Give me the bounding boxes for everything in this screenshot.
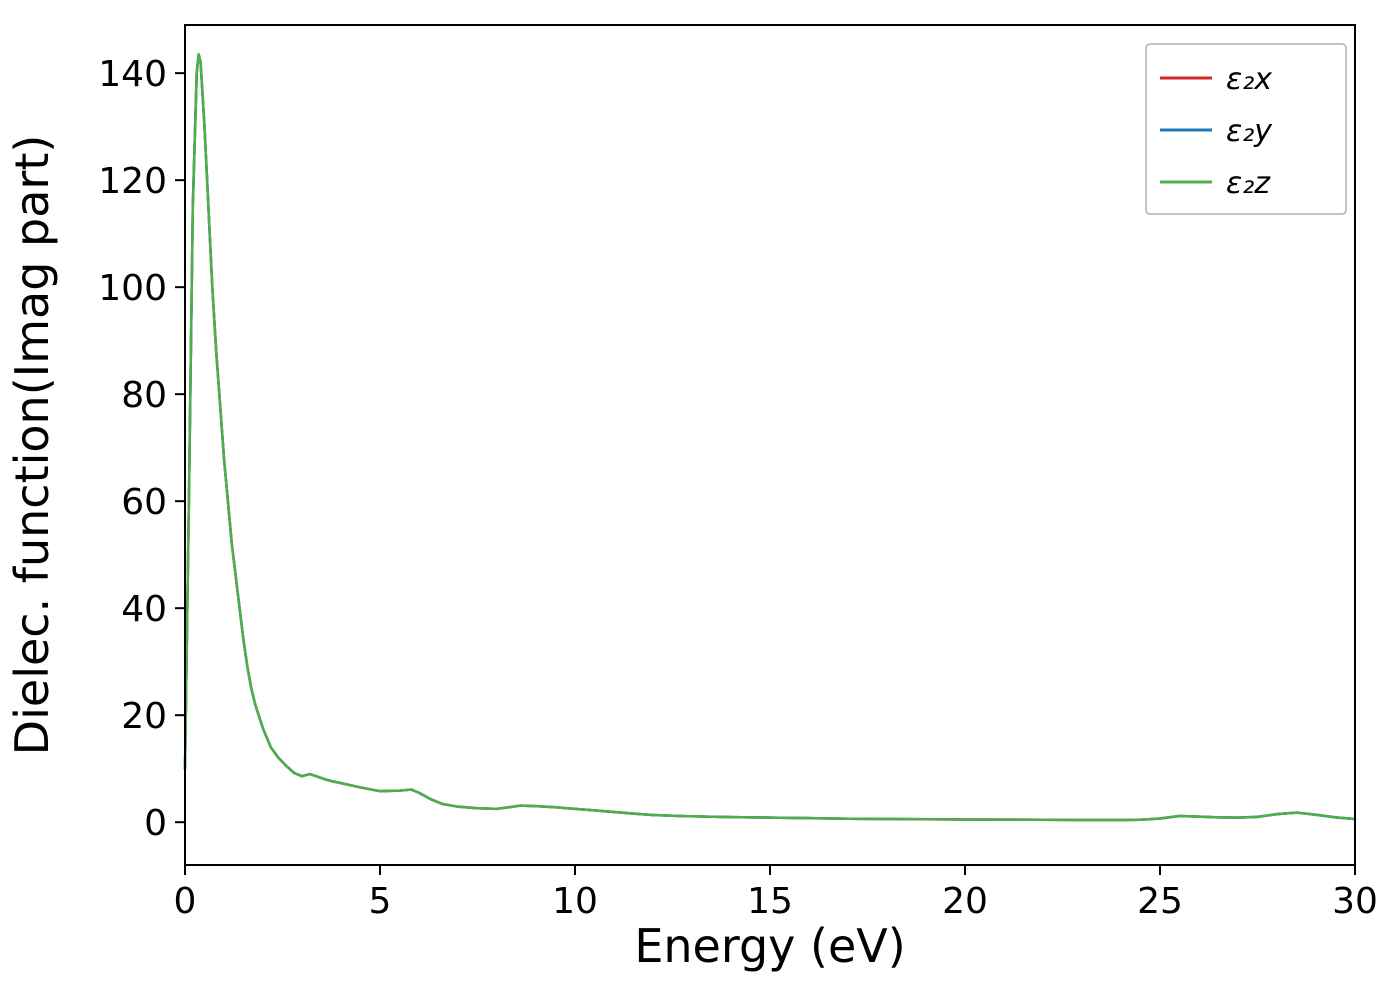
legend-label: ε₂x [1226, 62, 1272, 97]
y-tick-label: 120 [98, 161, 167, 202]
y-tick-label: 0 [144, 803, 167, 844]
legend: ε₂x ε₂y ε₂z [1145, 43, 1347, 215]
legend-label: ε₂y [1226, 114, 1273, 149]
x-tick-label: 25 [1137, 881, 1183, 922]
x-tick-label: 30 [1332, 881, 1378, 922]
y-tick-label: 140 [98, 54, 167, 95]
series-layer [183, 53, 1357, 822]
series-line-2 [183, 53, 1357, 822]
x-tick-label: 15 [747, 881, 793, 922]
ticks-layer: 0 5 10 15 20 25 30 0 20 40 60 80 100 120 140 [98, 54, 1378, 922]
y-tick-label: 40 [121, 589, 167, 630]
y-axis-label: Dielec. function(Imag part) [5, 135, 59, 756]
plot-border [184, 24, 1356, 866]
legend-box [1145, 43, 1347, 215]
x-tick-label: 10 [552, 881, 598, 922]
x-tick-label: 20 [942, 881, 988, 922]
x-axis-label: Energy (eV) [634, 919, 905, 973]
y-tick-label: 80 [121, 375, 167, 416]
legend-label: ε₂z [1226, 166, 1271, 201]
y-tick-label: 20 [121, 696, 167, 737]
x-tick-label: 5 [369, 881, 392, 922]
y-tick-label: 100 [98, 268, 167, 309]
y-tick-label: 60 [121, 482, 167, 523]
x-tick-label: 0 [174, 881, 197, 922]
